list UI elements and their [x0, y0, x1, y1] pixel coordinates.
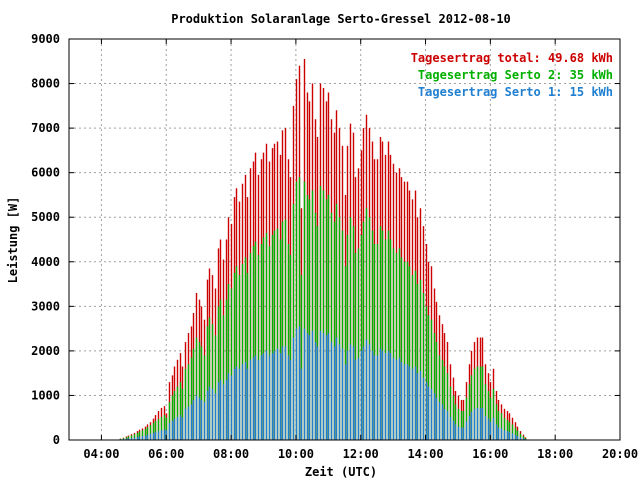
- chart-title: Produktion Solaranlage Serto-Gressel 201…: [171, 12, 511, 26]
- legend: Tagesertrag total: 49.68 kWh Tagesertrag …: [411, 51, 613, 99]
- y-tick-label: 4000: [31, 255, 60, 269]
- y-axis-label: Leistung [W]: [6, 197, 20, 284]
- x-tick-label: 20:00: [602, 447, 638, 461]
- legend-entry-total: Tagesertrag total: 49.68 kWh: [411, 51, 613, 65]
- x-tick-label: 06:00: [148, 447, 184, 461]
- x-tick-label: 18:00: [537, 447, 573, 461]
- legend-entry-serto1: Tagesertrag Serto 1: 15 kWh: [418, 85, 613, 99]
- series-serto1: [119, 326, 527, 440]
- y-tick-labels: 0 1000 2000 3000 4000 5000 6000 7000 8000 9000: [31, 32, 60, 447]
- y-tick-label: 9000: [31, 32, 60, 46]
- x-tick-labels: 04:00 06:00 08:00 10:00 12:00 14:00 16:00 18:00…: [83, 447, 638, 461]
- y-tick-label: 2000: [31, 344, 60, 358]
- plot-frame: [68, 38, 621, 441]
- y-tick-label: 6000: [31, 166, 60, 180]
- y-tick-label: 5000: [31, 210, 60, 224]
- x-tick-label: 12:00: [343, 447, 379, 461]
- y-tick-label: 1000: [31, 388, 60, 402]
- y-tick-label: 3000: [31, 299, 60, 313]
- x-tick-label: 16:00: [472, 447, 508, 461]
- x-tick-label: 08:00: [213, 447, 249, 461]
- tick-marks: [69, 38, 621, 441]
- y-tick-label: 8000: [31, 77, 60, 91]
- x-tick-label: 04:00: [83, 447, 119, 461]
- y-tick-label: 0: [53, 433, 60, 447]
- x-axis-label: Zeit (UTC): [305, 465, 377, 479]
- x-tick-label: 14:00: [407, 447, 443, 461]
- y-tick-label: 7000: [31, 121, 60, 135]
- bars: [119, 59, 527, 440]
- legend-entry-serto2: Tagesertrag Serto 2: 35 kWh: [418, 68, 613, 82]
- x-tick-label: 10:00: [278, 447, 314, 461]
